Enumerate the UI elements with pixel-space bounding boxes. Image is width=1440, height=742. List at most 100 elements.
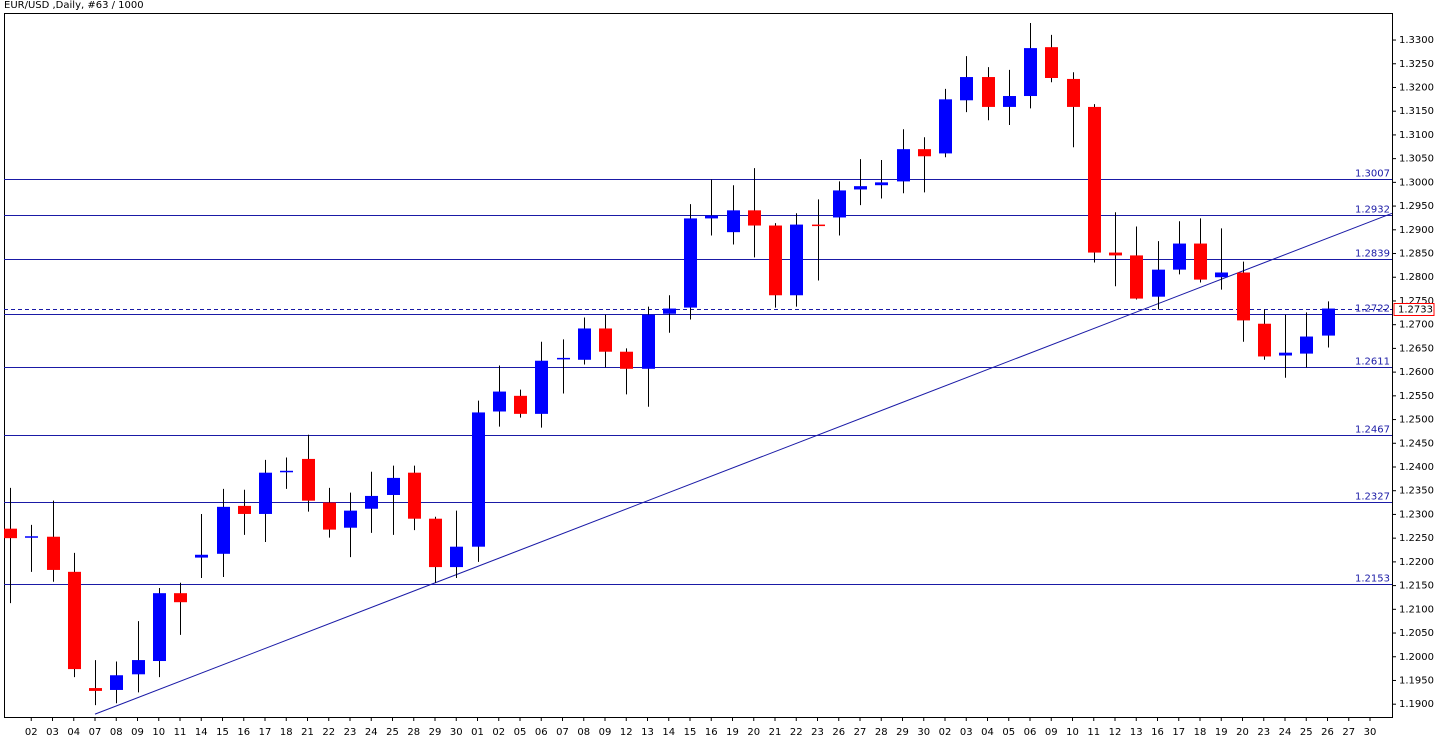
candle-body bbox=[875, 182, 888, 186]
y-tick-label: 1.1950 bbox=[1399, 675, 1434, 686]
y-tick-label: 1.3250 bbox=[1399, 59, 1434, 70]
candle-body bbox=[684, 218, 697, 308]
candle-body bbox=[642, 314, 655, 369]
x-tick-label: 05 bbox=[1002, 727, 1015, 738]
candle-body bbox=[68, 571, 81, 670]
candle-body bbox=[280, 470, 293, 473]
x-tick-label: 27 bbox=[854, 727, 867, 738]
y-tick-label: 1.3000 bbox=[1399, 177, 1434, 188]
candle-body bbox=[812, 224, 825, 227]
candle-body bbox=[1258, 323, 1271, 357]
candle-body bbox=[217, 506, 230, 554]
x-tick-label: 02 bbox=[25, 727, 38, 738]
level-label: 1.2932 bbox=[1355, 205, 1390, 216]
candle-body bbox=[960, 77, 973, 101]
candle-body bbox=[769, 225, 782, 296]
x-tick-label: 11 bbox=[174, 727, 187, 738]
x-tick-label: 29 bbox=[429, 727, 442, 738]
candle-body bbox=[748, 210, 761, 226]
x-tick-label: 02 bbox=[492, 727, 505, 738]
x-tick-label: 17 bbox=[1172, 727, 1185, 738]
level-label: 1.2839 bbox=[1355, 249, 1390, 260]
x-tick-label: 21 bbox=[769, 727, 782, 738]
x-tick-label: 06 bbox=[1024, 727, 1037, 738]
candle-body bbox=[1194, 243, 1207, 280]
candle-body bbox=[727, 210, 740, 233]
candle-body bbox=[429, 518, 442, 568]
y-tick-label: 1.2700 bbox=[1399, 320, 1434, 331]
y-tick-label: 1.2600 bbox=[1399, 367, 1434, 378]
chart-title: EUR/USD ,Daily, #63 / 1000 bbox=[4, 0, 144, 11]
y-tick-label: 1.2500 bbox=[1399, 415, 1434, 426]
x-tick-label: 04 bbox=[67, 727, 80, 738]
y-tick-label: 1.1900 bbox=[1399, 699, 1434, 710]
x-tick-label: 02 bbox=[939, 727, 952, 738]
candle-body bbox=[132, 660, 145, 675]
x-tick-label: 20 bbox=[747, 727, 760, 738]
trendline bbox=[94, 212, 1393, 715]
y-tick-label: 1.2300 bbox=[1399, 509, 1434, 520]
x-tick-label: 13 bbox=[641, 727, 654, 738]
candle-body bbox=[365, 495, 378, 509]
candle-body bbox=[663, 308, 676, 314]
x-tick-label: 04 bbox=[981, 727, 994, 738]
candle-body bbox=[1130, 255, 1143, 299]
candle-body bbox=[259, 472, 272, 514]
candle-body bbox=[1024, 48, 1037, 97]
candle-body bbox=[238, 505, 251, 514]
candle-body bbox=[450, 546, 463, 568]
x-tick-label: 29 bbox=[896, 727, 909, 738]
candle-body bbox=[1300, 336, 1313, 354]
level-label: 1.2611 bbox=[1355, 357, 1390, 368]
x-tick-label: 16 bbox=[237, 727, 250, 738]
y-tick-label: 1.2000 bbox=[1399, 652, 1434, 663]
x-tick-label: 15 bbox=[216, 727, 229, 738]
candle-body bbox=[1215, 272, 1228, 278]
y-tick-label: 1.2200 bbox=[1399, 557, 1434, 568]
y-tick-label: 1.2900 bbox=[1399, 225, 1434, 236]
x-tick-label: 07 bbox=[556, 727, 569, 738]
candle-body bbox=[833, 190, 846, 218]
plot-frame bbox=[4, 13, 1393, 718]
x-tick-label: 11 bbox=[1087, 727, 1100, 738]
candle-body bbox=[472, 412, 485, 547]
y-tick-label: 1.3150 bbox=[1399, 106, 1434, 117]
x-tick-label: 21 bbox=[301, 727, 314, 738]
y-tick-label: 1.3100 bbox=[1399, 130, 1434, 141]
x-tick-label: 13 bbox=[1130, 727, 1143, 738]
candle-body bbox=[344, 510, 357, 528]
y-tick-label: 1.2100 bbox=[1399, 604, 1434, 615]
x-tick-label: 24 bbox=[365, 727, 378, 738]
candle-body bbox=[195, 554, 208, 558]
candle-body bbox=[1088, 106, 1101, 253]
x-tick-label: 24 bbox=[1279, 727, 1292, 738]
x-tick-label: 17 bbox=[259, 727, 272, 738]
x-tick-label: 27 bbox=[1342, 727, 1355, 738]
candle-body bbox=[620, 351, 633, 369]
level-label: 1.2327 bbox=[1355, 492, 1390, 503]
candle-body bbox=[535, 360, 548, 414]
x-tick-label: 15 bbox=[684, 727, 697, 738]
x-tick-label: 19 bbox=[726, 727, 739, 738]
x-tick-label: 28 bbox=[407, 727, 420, 738]
y-tick-label: 1.3300 bbox=[1399, 35, 1434, 46]
candle-body bbox=[1109, 252, 1122, 256]
candle-body bbox=[1322, 308, 1335, 336]
candle-body bbox=[790, 224, 803, 296]
candle-body bbox=[514, 395, 527, 414]
candle-body bbox=[1067, 78, 1080, 107]
current-price-label: 1.2733 bbox=[1398, 305, 1433, 316]
x-tick-label: 12 bbox=[620, 727, 633, 738]
candle-body bbox=[25, 536, 38, 538]
candle-body bbox=[897, 149, 910, 182]
x-tick-label: 22 bbox=[790, 727, 803, 738]
level-label: 1.2153 bbox=[1355, 574, 1390, 585]
candle-body bbox=[174, 593, 187, 603]
candle-body bbox=[854, 186, 867, 190]
y-tick-label: 1.2800 bbox=[1399, 272, 1434, 283]
x-tick-label: 08 bbox=[577, 727, 590, 738]
candle-body bbox=[578, 328, 591, 360]
x-tick-label: 09 bbox=[1045, 727, 1058, 738]
candle-body bbox=[1173, 243, 1186, 270]
